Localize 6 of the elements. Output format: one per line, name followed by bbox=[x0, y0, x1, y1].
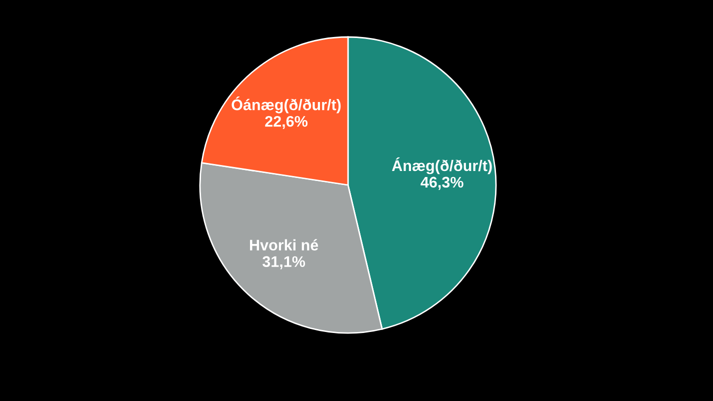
slice-label: Hvorki né bbox=[250, 239, 318, 251]
data-label: 22,6% bbox=[265, 116, 308, 129]
slice-label: Ánæg(ð/ður/t) bbox=[392, 157, 492, 174]
data-label: 31,1% bbox=[262, 256, 306, 270]
data-label: 46,3% bbox=[420, 176, 464, 190]
slice-label: Óánæg(ð/ður/t) bbox=[232, 96, 341, 114]
